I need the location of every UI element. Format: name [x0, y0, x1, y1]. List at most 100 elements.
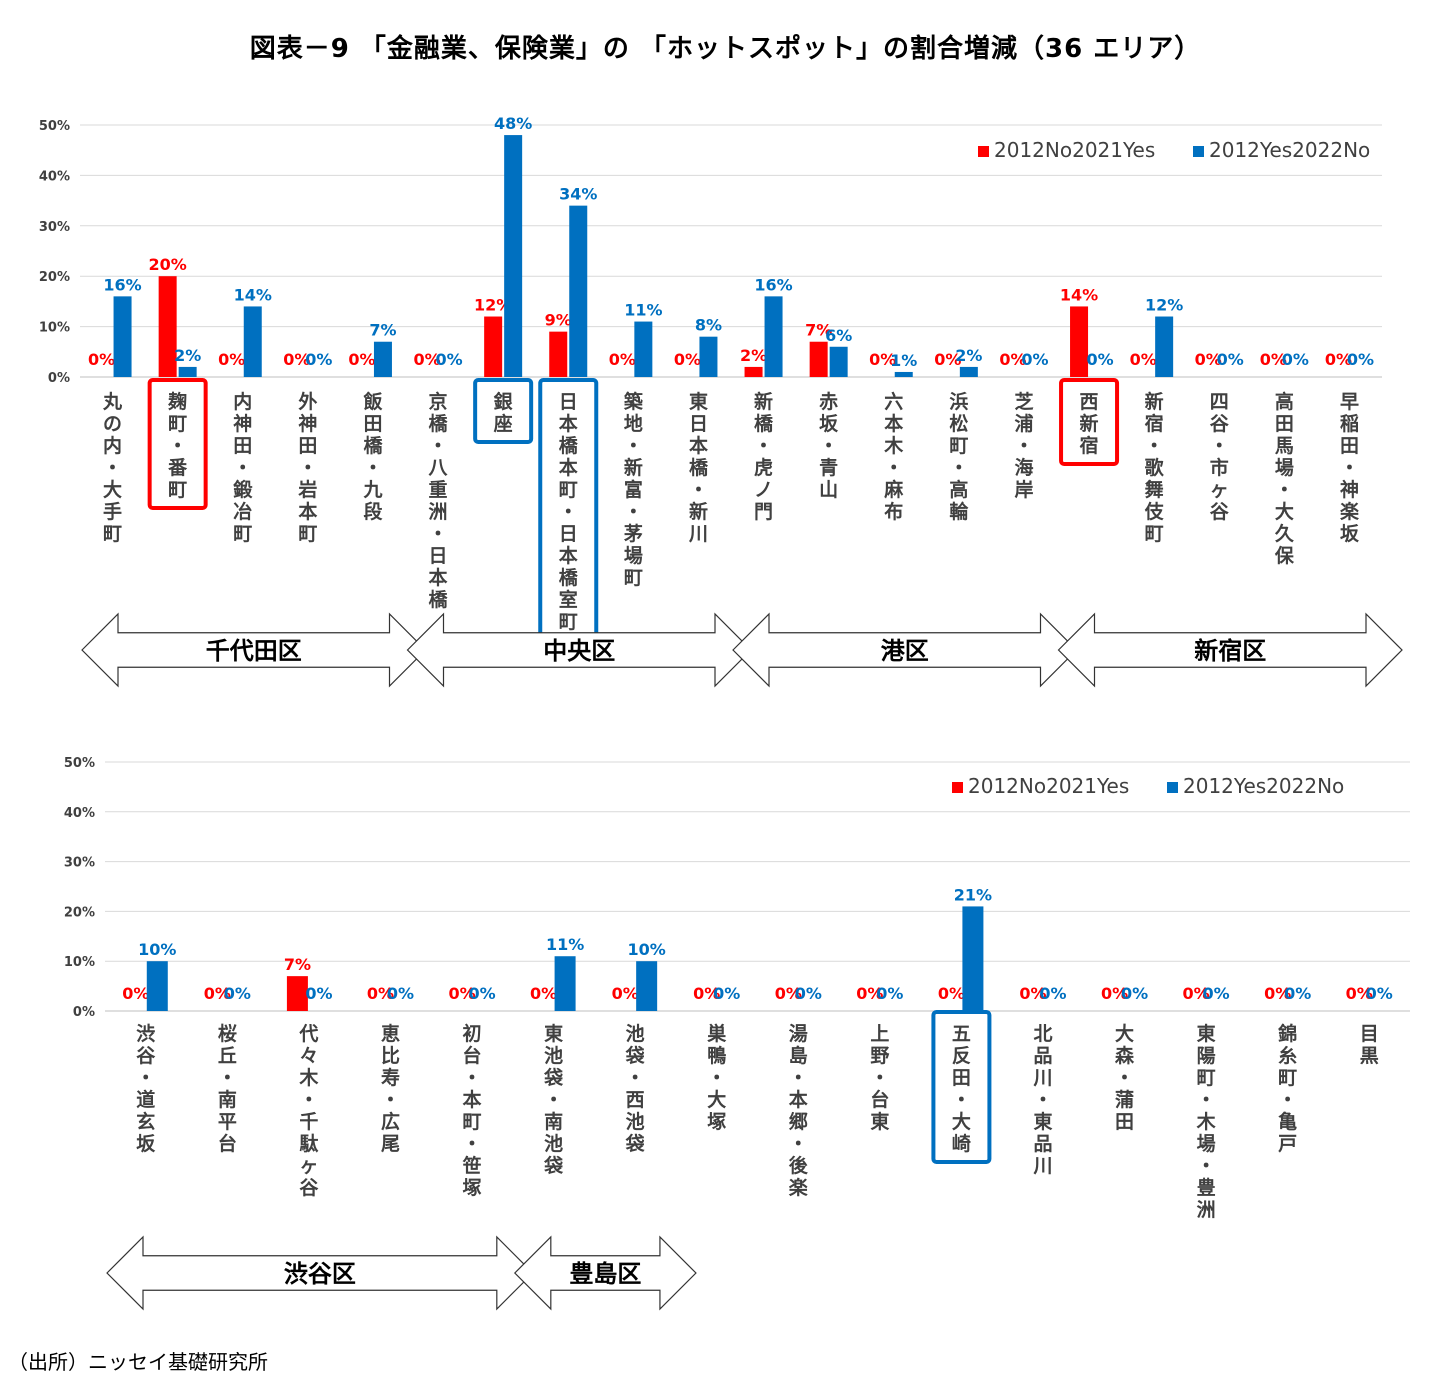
ward-label: 千代田区 [206, 637, 302, 665]
data-label: 14% [1060, 285, 1098, 304]
ward-label: 豊島区 [569, 1260, 641, 1288]
data-label: 0% [305, 350, 332, 369]
data-label: 0% [693, 984, 720, 1003]
data-label: 10% [138, 940, 176, 959]
data-label: 11% [546, 935, 584, 954]
data-label: 0% [1203, 984, 1230, 1003]
category-label: 五反田・大崎 [952, 1023, 971, 1155]
data-label: 0% [1346, 984, 1373, 1003]
data-label: 34% [559, 185, 597, 204]
bar-red [484, 316, 503, 377]
bar-blue [243, 306, 262, 377]
data-label: 12% [474, 296, 512, 315]
bar-red [809, 341, 828, 377]
bar-red [286, 976, 308, 1011]
category-label: 麹町・番町 [167, 390, 188, 501]
ward-arrow [513, 1235, 697, 1311]
data-label: 0% [530, 984, 557, 1003]
bar-red [1070, 306, 1089, 377]
data-label: 0% [869, 350, 896, 369]
legend: 2012No2021Yes 2012Yes2022No [978, 138, 1370, 162]
data-label: 0% [122, 984, 149, 1003]
source-note: （出所）ニッセイ基礎研究所 [8, 1350, 268, 1374]
data-label: 7% [369, 321, 396, 340]
category-label: 日本橋本町・日本橋室町 [559, 391, 579, 633]
data-label: 0% [448, 984, 475, 1003]
category-label: 大森・蒲田 [1115, 1022, 1135, 1133]
ward-label: 新宿区 [1194, 637, 1266, 665]
category-label: 上野・台東 [870, 1023, 889, 1133]
bar-blue [636, 961, 658, 1011]
category-label: 湯島・本郷・後楽 [789, 1023, 809, 1199]
data-label: 0% [468, 984, 495, 1003]
bar-blue [113, 296, 132, 377]
data-label: 0% [367, 984, 394, 1003]
data-label: 6% [825, 326, 852, 345]
category-label: 飯田橋・九段 [362, 390, 383, 523]
data-label: 0% [1086, 350, 1113, 369]
data-label: 2% [955, 346, 982, 365]
data-label: 9% [545, 311, 572, 330]
data-label: 12% [1145, 296, 1183, 315]
y-tick-label: 10% [64, 955, 95, 970]
data-label: 0% [413, 350, 440, 369]
y-tick-label: 40% [39, 169, 70, 184]
data-label: 0% [938, 984, 965, 1003]
data-label: 0% [775, 984, 802, 1003]
category-label: 銀座 [494, 390, 513, 435]
category-label: 錦糸町・亀戸 [1278, 1022, 1297, 1155]
data-label: 0% [1366, 984, 1393, 1003]
category-label: 渋谷・道玄坂 [136, 1022, 156, 1155]
legend-swatch-0 [978, 146, 989, 157]
category-label: 代々木・千駄ヶ谷 [298, 1023, 319, 1199]
data-label: 0% [999, 350, 1026, 369]
category-label: 丸の内・大手町 [102, 391, 123, 545]
y-tick-label: 0% [73, 1005, 95, 1020]
data-label: 16% [103, 275, 141, 294]
legend-swatch-0 [952, 782, 963, 793]
category-label: 外神田・岩本町 [297, 390, 317, 545]
data-label: 10% [628, 940, 666, 959]
bar-blue [634, 321, 653, 377]
data-label: 0% [88, 350, 115, 369]
category-label: 北品川・東品川 [1032, 1023, 1052, 1177]
category-label: 西新宿 [1080, 391, 1099, 457]
ward-label: 渋谷区 [284, 1260, 356, 1288]
bar-blue [554, 956, 576, 1011]
data-label: 0% [348, 350, 375, 369]
data-label: 0% [387, 984, 414, 1003]
data-label: 48% [494, 114, 532, 133]
data-label: 0% [1039, 984, 1066, 1003]
data-label: 0% [1260, 350, 1287, 369]
y-tick-label: 50% [64, 756, 95, 771]
legend-label-0: 2012No2021Yes [994, 138, 1155, 162]
data-label: 0% [612, 984, 639, 1003]
category-label: 芝浦・海岸 [1014, 390, 1033, 501]
legend: 2012No2021Yes 2012Yes2022No [952, 774, 1344, 798]
data-label: 16% [754, 275, 792, 294]
bar-blue [569, 205, 588, 377]
legend-label-1: 2012Yes2022No [1183, 774, 1344, 798]
category-label: 四谷・市ヶ谷 [1210, 391, 1230, 523]
legend-swatch-1 [1193, 146, 1204, 157]
category-label: 浜松町・高輪 [949, 391, 969, 523]
category-label: 巣鴨・大塚 [706, 1022, 727, 1133]
highlight-box [1059, 378, 1120, 466]
data-label: 2% [174, 346, 201, 365]
bar-blue [764, 296, 783, 377]
data-label: 2% [740, 346, 767, 365]
data-label: 20% [149, 255, 187, 274]
data-label: 0% [1019, 984, 1046, 1003]
bar-red [158, 276, 177, 377]
bar-blue [962, 906, 984, 1011]
legend-swatch-1 [1167, 782, 1178, 793]
data-label: 7% [284, 955, 311, 974]
category-label: 初台・本町・笹塚 [463, 1022, 482, 1199]
bar-blue [1155, 316, 1174, 377]
category-label: 東陽町・木場・豊洲 [1196, 1022, 1217, 1221]
chart-panel-top: 0% 10% 20% 30% 40% 50% 2012No2021Yes 2012Yes202… [39, 114, 1403, 688]
data-label: 1% [890, 351, 917, 370]
data-label: 0% [1121, 984, 1148, 1003]
y-tick-label: 20% [64, 905, 95, 920]
